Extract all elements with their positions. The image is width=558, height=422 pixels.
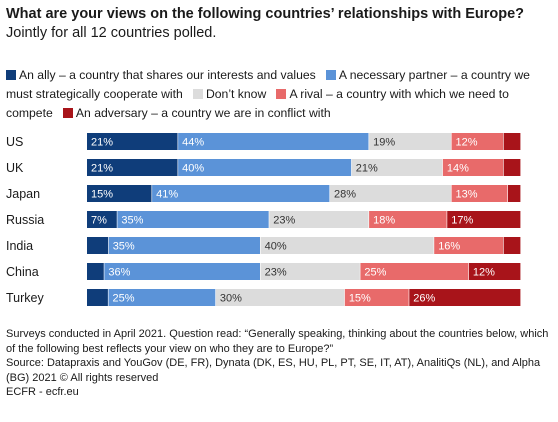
category-label-india: India <box>6 239 33 253</box>
data-label-turkey-series-4: 26% <box>413 293 435 305</box>
bar-india-series-0 <box>87 237 109 254</box>
legend-swatch-adversary <box>62 108 73 118</box>
chart-legend: An ally – a country that shares our inte… <box>6 66 554 123</box>
legend-label-adversary: An adversary – a country we are in confl… <box>75 106 331 120</box>
bar-us-series-4 <box>503 133 521 150</box>
category-label-china: China <box>6 265 39 279</box>
bar-russia-series-2 <box>269 211 369 228</box>
data-label-japan-series-3: 13% <box>456 189 478 201</box>
bar-uk-series-4 <box>503 159 521 176</box>
chart-title-question: What are your views on the following cou… <box>6 6 525 22</box>
legend-item-ally: An ally – a country that shares our inte… <box>6 68 316 82</box>
bar-china-series-1 <box>104 263 260 280</box>
legend-swatch-ally <box>6 70 16 80</box>
data-label-china-series-2: 23% <box>265 267 287 279</box>
category-label-turkey: Turkey <box>6 291 44 305</box>
data-label-turkey-series-1: 25% <box>112 293 134 305</box>
legend-swatch-dontknow <box>192 89 203 99</box>
source-note: Source: Datapraxis and YouGov (DE, FR), … <box>6 357 541 384</box>
data-label-china-series-3: 25% <box>364 267 386 279</box>
bar-japan-series-3 <box>451 185 508 202</box>
category-label-us: US <box>6 135 23 149</box>
data-label-china-series-4: 12% <box>473 267 495 279</box>
bar-us-series-0 <box>87 133 178 150</box>
bar-russia-series-4 <box>447 211 521 228</box>
bar-russia-series-1 <box>117 211 269 228</box>
data-label-russia-series-4: 17% <box>451 215 473 227</box>
data-label-china-series-1: 36% <box>108 267 130 279</box>
bar-china-series-0 <box>87 263 104 280</box>
legend-item-partner: A necessary partner – a country we must … <box>6 68 530 101</box>
bar-us-series-1 <box>178 133 369 150</box>
bar-china-series-3 <box>360 263 469 280</box>
legend-swatch-rival <box>276 89 287 99</box>
data-label-uk-series-1: 40% <box>182 163 204 175</box>
bar-japan-series-2 <box>330 185 451 202</box>
bar-us-series-3 <box>451 133 504 150</box>
bar-russia-series-3 <box>369 211 447 228</box>
bar-china-series-4 <box>468 263 521 280</box>
data-label-japan-series-1: 41% <box>156 189 178 201</box>
category-label-russia: Russia <box>6 213 44 227</box>
bar-india-series-4 <box>503 237 521 254</box>
data-label-us-series-3: 12% <box>456 137 478 149</box>
bar-japan-series-1 <box>152 185 330 202</box>
credit-note: ECFR - ecfr.eu <box>6 386 79 398</box>
data-label-russia-series-2: 23% <box>273 215 295 227</box>
chart-subtitle: Jointly for all 12 countries polled. <box>6 25 217 41</box>
data-label-russia-series-1: 35% <box>121 215 143 227</box>
chart-notes: Surveys conducted in April 2021. Questio… <box>6 327 554 400</box>
bar-japan-series-4 <box>507 185 521 202</box>
data-label-uk-series-2: 21% <box>356 163 378 175</box>
stacked-bar-chart: US 21% 44% 19% 12% UK 21% 40% 21% 14% Japan 15% 41% 2… <box>6 133 521 306</box>
chart-title: What are your views on the following cou… <box>6 5 546 43</box>
bar-turkey-series-2 <box>215 289 345 306</box>
bar-turkey-series-0 <box>87 289 108 306</box>
bar-turkey-series-4 <box>409 289 521 306</box>
bar-india-series-3 <box>434 237 504 254</box>
data-label-turkey-series-3: 15% <box>349 293 371 305</box>
data-label-us-series-2: 19% <box>373 137 395 149</box>
bar-us-series-2 <box>369 133 451 150</box>
category-label-japan: Japan <box>6 187 40 201</box>
data-label-russia-series-0: 7% <box>91 215 107 227</box>
bar-turkey-series-1 <box>108 289 216 306</box>
data-label-us-series-1: 44% <box>182 137 204 149</box>
data-label-india-series-1: 35% <box>113 241 135 253</box>
legend-item-dontknow: Don’t know <box>192 87 267 101</box>
data-label-india-series-2: 40% <box>265 241 287 253</box>
bar-india-series-2 <box>260 237 434 254</box>
data-label-uk-series-0: 21% <box>91 163 113 175</box>
bar-uk-series-1 <box>178 159 352 176</box>
bar-russia-series-0 <box>87 211 117 228</box>
bar-india-series-1 <box>108 237 260 254</box>
category-label-uk: UK <box>6 161 24 175</box>
legend-swatch-partner <box>325 70 336 80</box>
bar-uk-series-3 <box>442 159 504 176</box>
bar-uk-series-2 <box>351 159 443 176</box>
legend-item-adversary: An adversary – a country we are in confl… <box>62 106 331 120</box>
bar-uk-series-0 <box>87 159 178 176</box>
bar-japan-series-0 <box>87 185 152 202</box>
bar-turkey-series-3 <box>344 289 409 306</box>
data-label-uk-series-3: 14% <box>447 163 469 175</box>
bar-china-series-2 <box>260 263 360 280</box>
legend-item-rival: A rival – a country with which we need t… <box>6 87 509 120</box>
survey-note: Surveys conducted in April 2021. Questio… <box>6 328 549 355</box>
data-label-us-series-0: 21% <box>91 137 113 149</box>
legend-label-dontknow: Don’t know <box>205 87 267 101</box>
data-label-japan-series-2: 28% <box>334 189 356 201</box>
data-label-turkey-series-2: 30% <box>220 293 242 305</box>
data-label-india-series-3: 16% <box>438 241 460 253</box>
legend-label-partner: A necessary partner – a country we must … <box>6 68 530 101</box>
data-label-russia-series-3: 18% <box>373 215 395 227</box>
data-label-japan-series-0: 15% <box>91 189 113 201</box>
legend-label-ally: An ally – a country that shares our inte… <box>19 68 316 82</box>
legend-label-rival: A rival – a country with which we need t… <box>6 87 509 120</box>
